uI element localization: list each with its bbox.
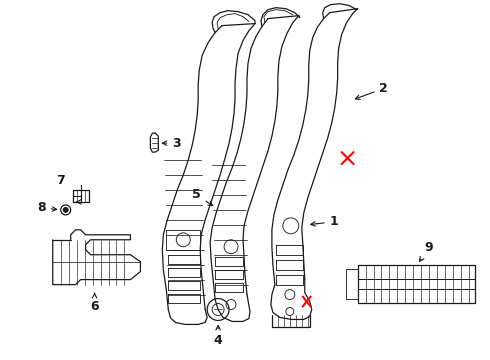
Text: 2: 2: [355, 82, 388, 99]
Circle shape: [63, 207, 68, 212]
Text: 3: 3: [162, 137, 181, 150]
Text: 4: 4: [214, 325, 222, 347]
Text: 8: 8: [37, 201, 57, 215]
Text: 5: 5: [192, 188, 213, 206]
Text: 1: 1: [311, 215, 339, 228]
Text: 7: 7: [56, 174, 65, 186]
Text: 9: 9: [419, 241, 433, 261]
Text: 6: 6: [90, 293, 99, 312]
